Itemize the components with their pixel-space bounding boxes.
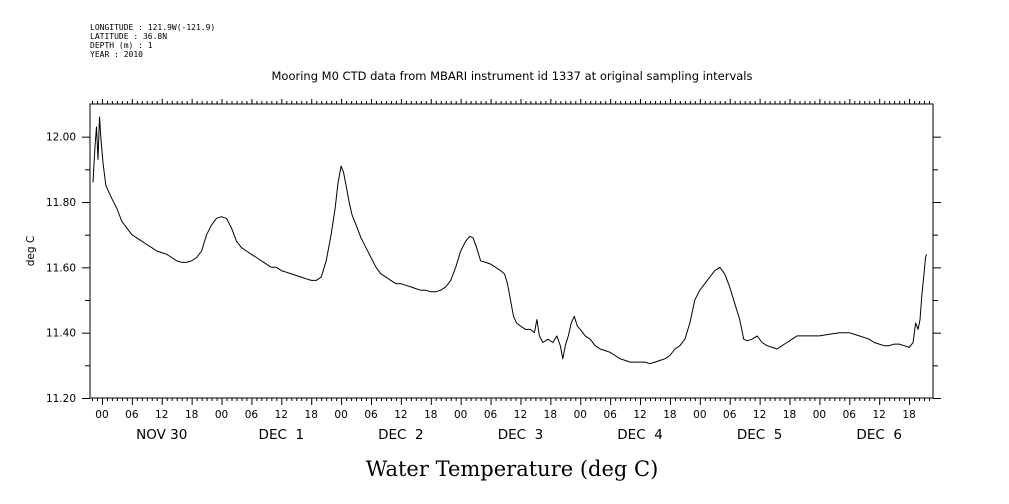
x-tick-label: 00 bbox=[215, 409, 228, 421]
x-tick-label: 06 bbox=[484, 409, 498, 421]
x-tick-label: 06 bbox=[364, 409, 378, 421]
series-group bbox=[92, 116, 927, 365]
x-tick-label: 18 bbox=[424, 409, 437, 421]
plot-frame bbox=[89, 103, 934, 399]
date-label: DEC 4 bbox=[617, 427, 663, 443]
temperature-series-line bbox=[92, 116, 927, 365]
x-tick-label: 00 bbox=[574, 409, 587, 421]
y-tick-label: 11.60 bbox=[46, 262, 76, 274]
x-tick-label: 06 bbox=[245, 409, 259, 421]
date-label: DEC 2 bbox=[378, 427, 424, 443]
x-tick-label: 00 bbox=[334, 409, 347, 421]
x-tick-label: 06 bbox=[843, 409, 857, 421]
year-label: YEAR : 2010 bbox=[90, 50, 143, 59]
y-tick-label: 11.40 bbox=[46, 328, 76, 340]
x-tick-label: 12 bbox=[394, 409, 407, 421]
x-axis-label: Water Temperature (deg C) bbox=[366, 457, 659, 481]
y-tick-label: 12.00 bbox=[46, 132, 76, 144]
x-tick-label: 12 bbox=[633, 409, 646, 421]
date-label: NOV 30 bbox=[136, 427, 187, 443]
y-axis-label: deg C bbox=[25, 236, 37, 266]
x-tick-label: 18 bbox=[185, 409, 198, 421]
x-tick-label: 18 bbox=[663, 409, 676, 421]
x-tick-label: 06 bbox=[603, 409, 617, 421]
axis-ticks bbox=[82, 99, 941, 405]
x-tick-label: 12 bbox=[514, 409, 527, 421]
x-tick-label: 12 bbox=[873, 409, 886, 421]
date-label: DEC 1 bbox=[259, 427, 305, 443]
x-tick-label: 06 bbox=[723, 409, 737, 421]
latitude-label: LATITUDE : 36.8N bbox=[90, 32, 167, 41]
x-tick-label: 00 bbox=[813, 409, 826, 421]
x-tick-label: 00 bbox=[454, 409, 467, 421]
longitude-label: LONGITUDE : 121.9W(-121.9) bbox=[90, 23, 215, 32]
x-tick-label: 12 bbox=[155, 409, 168, 421]
x-tick-label: 18 bbox=[544, 409, 557, 421]
x-tick-label: 00 bbox=[95, 409, 108, 421]
date-label: DEC 6 bbox=[856, 427, 902, 443]
y-tick-label: 11.20 bbox=[46, 393, 76, 405]
x-tick-label: 18 bbox=[305, 409, 318, 421]
y-tick-label: 11.80 bbox=[46, 197, 76, 209]
x-tick-label: 12 bbox=[753, 409, 766, 421]
depth-label: DEPTH (m) : 1 bbox=[90, 41, 153, 50]
chart-title: Mooring M0 CTD data from MBARI instrumen… bbox=[272, 69, 753, 83]
x-tick-label: 12 bbox=[275, 409, 288, 421]
x-tick-label: 06 bbox=[125, 409, 139, 421]
date-label: DEC 5 bbox=[737, 427, 783, 443]
x-tick-labels: 00 06 12 18 00 06 12 18 00 06 12 18 00 06 12 18 00 06 12 18… bbox=[95, 409, 916, 421]
y-tick-labels: 11.20 11.40 11.60 11.80 12.00 bbox=[46, 132, 76, 405]
x-tick-label: 00 bbox=[693, 409, 706, 421]
date-label: DEC 3 bbox=[498, 427, 544, 443]
x-tick-label: 18 bbox=[902, 409, 915, 421]
x-tick-label: 18 bbox=[783, 409, 796, 421]
date-labels: NOV 30 DEC 1 DEC 2 DEC 3 DEC 4 DEC 5 DEC 6 bbox=[136, 427, 902, 443]
